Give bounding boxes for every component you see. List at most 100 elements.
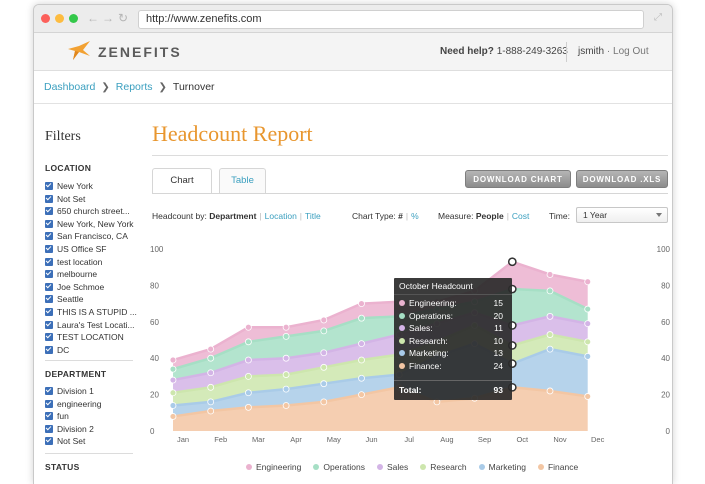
filter-option[interactable]: test location xyxy=(45,256,102,268)
data-point-engineering[interactable] xyxy=(546,271,554,278)
filter-option[interactable]: 650 church street... xyxy=(45,205,130,217)
fullscreen-icon[interactable]: ⤢ xyxy=(654,12,662,23)
data-point-sales[interactable] xyxy=(207,369,215,377)
data-point-research[interactable] xyxy=(169,389,177,397)
checkbox-checked-icon[interactable] xyxy=(45,320,53,329)
checkbox-checked-icon[interactable] xyxy=(45,207,53,216)
data-point-sales[interactable] xyxy=(584,320,592,328)
data-point-research[interactable] xyxy=(584,338,592,346)
data-point-operations[interactable] xyxy=(282,332,290,340)
filter-option[interactable]: Division 2 xyxy=(45,423,94,435)
data-point-operations[interactable] xyxy=(584,305,592,313)
checkbox-checked-icon[interactable] xyxy=(45,182,53,190)
data-point-operations[interactable] xyxy=(207,354,215,362)
data-point-research[interactable] xyxy=(546,331,554,338)
data-point-sales[interactable] xyxy=(320,349,328,357)
checkbox-checked-icon[interactable] xyxy=(45,412,53,421)
data-point-finance[interactable] xyxy=(584,393,592,400)
reload-icon[interactable]: ↻ xyxy=(118,11,129,25)
data-point-operations[interactable] xyxy=(169,365,177,373)
data-point-finance[interactable] xyxy=(245,403,252,411)
data-point-marketing[interactable] xyxy=(169,402,177,409)
filter-option[interactable]: melbourne xyxy=(45,268,97,280)
checkbox-checked-icon[interactable] xyxy=(45,387,53,395)
close-window-icon[interactable] xyxy=(41,14,50,23)
option-location[interactable]: Location xyxy=(264,211,297,221)
filter-option[interactable]: fun xyxy=(45,410,69,422)
legend-item[interactable]: Operations xyxy=(313,462,365,472)
data-point-finance[interactable] xyxy=(358,391,365,399)
logo-text[interactable]: ZENEFITS xyxy=(98,44,182,60)
checkbox-checked-icon[interactable] xyxy=(45,245,53,253)
option-title[interactable]: Title xyxy=(305,211,321,221)
forward-arrow-icon[interactable]: → xyxy=(102,11,114,25)
checkbox-checked-icon[interactable] xyxy=(45,194,53,203)
legend-item[interactable]: Engineering xyxy=(246,462,301,472)
filter-option[interactable]: Seattle xyxy=(45,293,83,305)
data-point-research[interactable] xyxy=(358,356,365,364)
data-point-engineering[interactable] xyxy=(358,300,365,307)
data-point-research[interactable] xyxy=(282,371,290,378)
data-point-research[interactable] xyxy=(320,363,328,371)
legend-item[interactable]: Research xyxy=(420,462,467,472)
data-point-engineering[interactable] xyxy=(207,345,215,353)
filter-option[interactable]: US Office SF xyxy=(45,243,106,255)
checkbox-checked-icon[interactable] xyxy=(45,232,53,241)
data-point-marketing[interactable] xyxy=(207,398,215,406)
data-point-engineering[interactable] xyxy=(320,316,328,324)
checkbox-checked-icon[interactable] xyxy=(45,257,53,266)
data-point-engineering[interactable] xyxy=(169,356,177,364)
checkbox-checked-icon[interactable] xyxy=(45,219,53,228)
minimize-window-icon[interactable] xyxy=(55,14,64,23)
filter-option[interactable]: San Francisco, CA xyxy=(45,230,128,242)
data-point-operations[interactable] xyxy=(245,338,252,346)
data-point-engineering[interactable] xyxy=(282,323,290,331)
legend-item[interactable]: Finance xyxy=(537,462,578,472)
data-point-research[interactable] xyxy=(245,372,252,380)
data-point-operations[interactable] xyxy=(546,287,554,295)
data-point-engineering[interactable] xyxy=(584,278,592,286)
checkbox-checked-icon[interactable] xyxy=(45,308,53,316)
checkbox-checked-icon[interactable] xyxy=(45,437,53,446)
filter-option[interactable]: TEST LOCATION xyxy=(45,331,124,343)
checkbox-checked-icon[interactable] xyxy=(45,399,53,408)
data-point-marketing[interactable] xyxy=(320,380,328,388)
username[interactable]: jsmith xyxy=(578,46,605,57)
checkbox-checked-icon[interactable] xyxy=(45,270,53,279)
download-chart-button[interactable]: DOWNLOAD CHART xyxy=(465,170,571,188)
filter-option[interactable]: engineering xyxy=(45,398,101,410)
data-point-marketing[interactable] xyxy=(546,345,554,353)
data-point-marketing[interactable] xyxy=(358,374,365,382)
download-xls-button[interactable]: DOWNLOAD .XLS xyxy=(576,170,668,188)
data-point-operations[interactable] xyxy=(358,314,365,322)
filter-option[interactable]: DC xyxy=(45,344,69,356)
data-point-finance[interactable] xyxy=(282,402,290,409)
data-point-engineering[interactable] xyxy=(507,257,517,267)
back-arrow-icon[interactable]: ← xyxy=(87,11,99,25)
chart-type-percent-option[interactable]: % xyxy=(411,211,419,221)
filter-option[interactable]: THIS IS A STUPID ... xyxy=(45,306,137,318)
data-point-sales[interactable] xyxy=(546,312,554,320)
legend-item[interactable]: Sales xyxy=(376,462,408,472)
data-point-sales[interactable] xyxy=(245,356,252,364)
filter-option[interactable]: Joe Schmoe xyxy=(45,281,104,293)
data-point-sales[interactable] xyxy=(169,376,177,384)
data-point-sales[interactable] xyxy=(358,340,365,348)
maximize-window-icon[interactable] xyxy=(69,14,78,23)
filter-option[interactable]: Not Set xyxy=(45,435,85,447)
checkbox-checked-icon[interactable] xyxy=(45,282,53,291)
checkbox-checked-icon[interactable] xyxy=(45,424,53,433)
data-point-research[interactable] xyxy=(207,383,215,391)
tab-table[interactable]: Table xyxy=(219,168,266,193)
data-point-finance[interactable] xyxy=(207,407,215,415)
breadcrumb-dashboard[interactable]: Dashboard xyxy=(44,81,96,93)
zenefits-logo-icon[interactable] xyxy=(66,40,92,62)
measure-people-option[interactable]: People xyxy=(475,211,504,221)
legend-item[interactable]: Marketing xyxy=(478,462,526,472)
data-point-marketing[interactable] xyxy=(245,389,252,397)
data-point-sales[interactable] xyxy=(282,354,290,362)
data-point-marketing[interactable] xyxy=(584,352,592,360)
filter-option[interactable]: New York xyxy=(45,180,93,192)
checkbox-checked-icon[interactable] xyxy=(45,295,53,304)
data-point-marketing[interactable] xyxy=(282,385,290,393)
